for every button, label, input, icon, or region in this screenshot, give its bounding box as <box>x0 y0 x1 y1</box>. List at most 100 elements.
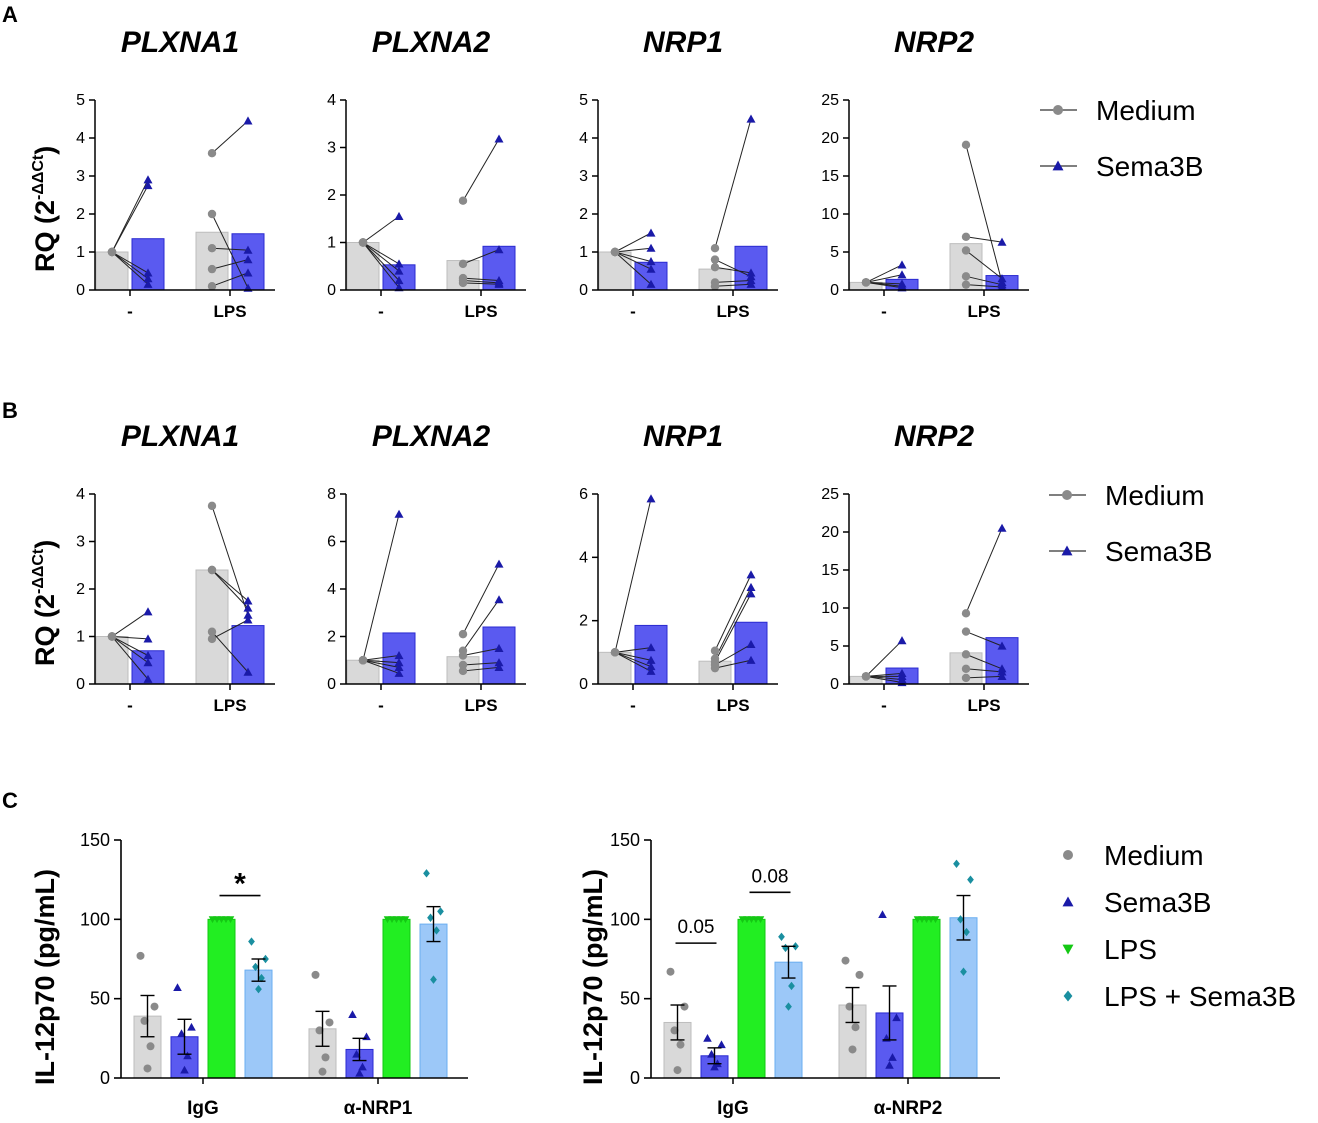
chart-a4-point-medium <box>961 140 971 150</box>
chart-c2-bar-lps-1 <box>912 918 941 1079</box>
chart-a2-point-sema <box>394 211 404 220</box>
chart-c1-point-medium <box>143 1064 152 1073</box>
panel-b-ylabel-close: ) <box>30 540 60 549</box>
chart-a2-ytick-label: 0 <box>327 282 336 299</box>
chart-b4-pair-line <box>865 672 903 677</box>
chart-c1-point-lps-sema <box>437 907 444 916</box>
chart-a3-pair-line <box>714 118 752 249</box>
chart-b3-bar-sema-0 <box>634 624 668 685</box>
chart-c2-point-sema <box>885 1061 894 1069</box>
chart-a3-pair-line <box>714 283 752 287</box>
chart-a2-xlabel: - <box>378 302 384 321</box>
chart-b4-ytick-label: 5 <box>830 638 839 655</box>
chart-b1-point-medium <box>207 565 217 575</box>
chart-b3-point-sema <box>646 643 656 652</box>
chart-b4-point-sema <box>997 671 1007 680</box>
chart-b3-point-sema <box>646 655 656 664</box>
chart-b2-pair-line <box>362 659 400 668</box>
chart-a1-pair-line <box>111 251 149 274</box>
chart-a2-point-sema <box>394 276 404 285</box>
chart-b3-pair-line <box>714 643 752 666</box>
chart-a2-pair-line <box>362 242 400 288</box>
chart-a2-point-medium <box>458 278 468 288</box>
panel-b-ylabel: RQ (2-ΔΔCt) <box>30 540 60 666</box>
chart-a3-ytick-label: 2 <box>579 206 588 223</box>
chart-a2-pair-line <box>362 242 400 265</box>
chart-c2-point-lps-sema <box>785 1002 792 1011</box>
chart-c2-bar-lps-sema-1 <box>949 917 978 1079</box>
chart-a3-ytick-label: 3 <box>579 168 588 185</box>
chart-c1-point-sema <box>173 983 182 991</box>
chart-c1-point-sema <box>352 1049 361 1058</box>
chart-b3-point-sema <box>746 589 756 598</box>
chart-b3-pair-line <box>714 593 752 663</box>
chart-b2-point-sema <box>394 651 404 660</box>
chart-c1-point-medium <box>315 1026 324 1035</box>
chart-a1-pair-line <box>211 213 249 289</box>
chart-b2-point-medium <box>458 666 468 676</box>
chart-a3-pair-line <box>614 251 652 285</box>
chart-b4-point-medium <box>961 673 971 683</box>
chart-a4-point-sema <box>897 260 907 269</box>
chart-b1-xlabel: LPS <box>213 696 246 715</box>
legend-c-sema-marker <box>1062 896 1074 907</box>
chart-c2-xlabel: α-NRP2 <box>874 1098 943 1119</box>
chart-b1-point-sema <box>143 607 153 616</box>
chart-b2-point-sema <box>494 658 504 667</box>
chart-a3-pair-line <box>714 266 752 274</box>
chart-b3-point-sema <box>646 666 656 675</box>
chart-a3-xlabel: LPS <box>716 302 749 321</box>
chart-c1-point-lps-sema <box>255 984 262 994</box>
chart-a1-point-medium <box>207 264 217 274</box>
chart-a1-pair-line <box>111 251 149 280</box>
chart-a2-pair-line <box>362 242 400 272</box>
chart-c1-xlabel: α-NRP1 <box>344 1098 413 1119</box>
chart-a1-point-sema <box>143 175 153 184</box>
chart-a4-xlabel: - <box>881 302 887 321</box>
chart-a4-point-medium <box>961 232 971 241</box>
chart-a3-ytick-label: 1 <box>579 244 588 261</box>
chart-a2-pair-line <box>462 138 500 201</box>
legend-a-medium-marker <box>1053 105 1063 115</box>
chart-a3-point-sema <box>746 279 756 288</box>
chart-b4-ytick-label: 25 <box>821 486 839 503</box>
chart-b1-bar-medium-1 <box>195 569 229 685</box>
chart-c2-point-medium <box>680 1002 689 1011</box>
chart-c2-point-sema <box>892 1013 901 1022</box>
chart-b3-point-sema <box>646 662 656 671</box>
chart-a1-title: PLXNA1 <box>121 26 239 59</box>
panel-letter-c: C <box>2 788 18 813</box>
chart-a1-ytick-label: 4 <box>76 130 85 147</box>
chart-a4-point-medium <box>861 278 871 287</box>
chart-a2-pair-line <box>462 282 500 285</box>
chart-a1-point-medium <box>207 149 217 158</box>
chart-b1-pair-line <box>111 611 149 637</box>
chart-b2-ytick-label: 6 <box>327 534 336 551</box>
chart-c2-annotation-label: 0.05 <box>678 917 715 938</box>
chart-c1-point-lps-sema <box>252 962 259 972</box>
chart-c2-point-sema <box>710 1062 719 1071</box>
chart-b2-point-sema <box>494 662 504 671</box>
chart-c1-ytick-label: 50 <box>90 989 110 1009</box>
chart-a2-point-sema <box>394 259 404 268</box>
chart-b4-ytick-label: 15 <box>821 562 839 579</box>
chart-c1-point-lps <box>226 916 235 924</box>
chart-a4-pair-line <box>965 275 1003 286</box>
chart-a1-point-sema <box>243 255 253 264</box>
chart-b2-point-sema <box>494 559 504 568</box>
legend-c-medium-marker <box>1063 850 1073 860</box>
chart-b1-point-sema <box>143 634 153 643</box>
panel-c2-ylabel: IL-12p70 (pg/mL) <box>578 869 608 1085</box>
chart-a3-ytick-label: 4 <box>579 130 588 147</box>
chart-b2-pair-line <box>362 655 400 661</box>
chart-b3-pair-line <box>714 587 752 659</box>
charts-layer: PLXNA1 - LPS 0 1 2 3 4 5 PLXNA2 - LPS 0 1 2 3 4 NRP1 - LPS 0… <box>76 26 1029 1119</box>
chart-c1-point-lps-sema <box>248 937 255 946</box>
legend-a-label: Medium <box>1096 95 1196 126</box>
chart-a1-xlabel: LPS <box>213 302 246 321</box>
chart-b4-title: NRP2 <box>894 420 974 453</box>
chart-b4-xlabel: - <box>881 696 887 715</box>
chart-a1-point-sema <box>143 274 153 283</box>
chart-b4-ytick-label: 20 <box>821 524 839 541</box>
chart-c1-point-medium <box>140 1016 149 1025</box>
